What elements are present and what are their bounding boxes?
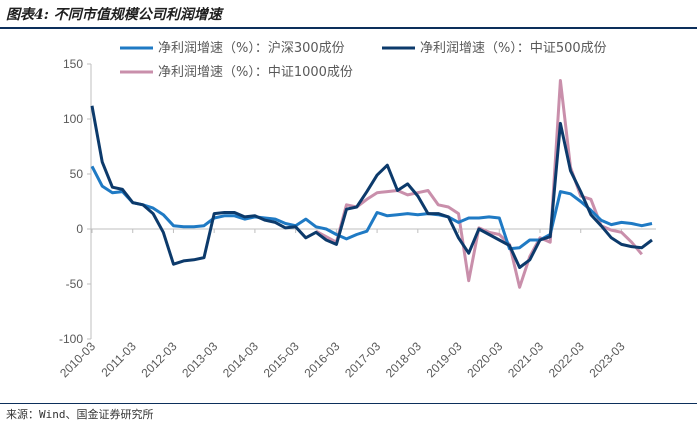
legend-label: 净利润增速（%）：中证1000成份 [158,65,353,80]
legend-label: 净利润增速（%）：沪深300成份 [158,40,345,56]
series-line-2 [315,79,643,289]
y-tick-label: 0 [76,222,83,236]
series-line-0 [90,165,653,251]
x-tick-label: 2023-03 [587,339,628,380]
x-tick-label: 2022-03 [546,339,587,380]
x-tick-label: 2018-03 [383,339,424,380]
y-axis: -100 -50 0 50 100 150 [59,57,92,346]
y-tick-label: -100 [59,332,83,346]
x-tick-label: 2017-03 [342,339,383,380]
y-tick-label: 100 [63,112,83,126]
x-tick-label: 2019-03 [424,339,465,380]
series-line-1 [90,105,653,269]
x-axis: 2010-03 2011-03 2012-03 2013-03 2014-03 2015-… [57,228,656,380]
y-tick-label: 50 [70,167,84,181]
x-tick-label: 2015-03 [261,339,302,380]
x-tick-label: 2014-03 [220,339,261,380]
x-tick-label: 2011-03 [98,339,139,380]
line-chart: 净利润增速（%）：沪深300成份 净利润增速（%）：中证500成份净利润增速（%）… [57,40,656,380]
footer-rule [0,403,697,404]
series-lines [90,79,653,289]
title-rule [0,27,697,29]
x-tick-label: 2012-03 [139,339,180,380]
source-note: 来源：Wind、国金证券研究所 [6,408,154,421]
legend-label: 净利润增速（%）：中证500成份 [420,41,607,56]
x-tick-label: 2013-03 [179,339,220,380]
x-tick-label: 2021-03 [505,339,546,380]
chart-title: 图表4: 不同市值规模公司利润增速 [6,7,222,23]
y-tick-label: 150 [63,57,83,71]
legend: 净利润增速（%）：沪深300成份 净利润增速（%）：中证500成份净利润增速（%）… [120,40,607,80]
x-tick-label: 2016-03 [301,339,342,380]
y-tick-label: -50 [66,277,84,291]
x-tick-label: 2020-03 [464,339,505,380]
